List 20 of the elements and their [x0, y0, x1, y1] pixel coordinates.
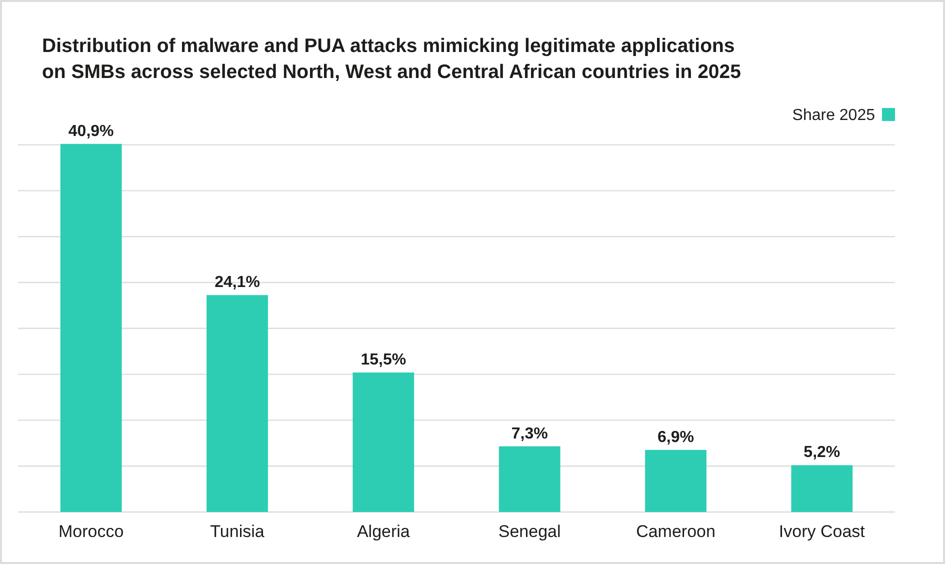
data-label: 7,3%	[511, 425, 548, 442]
legend-label: Share 2025	[792, 107, 876, 124]
data-label: 15,5%	[360, 352, 406, 368]
data-label: 40,9%	[68, 122, 114, 140]
bar	[60, 144, 122, 512]
x-tick-label: Algeria	[356, 522, 410, 541]
x-tick-label: Cameroon	[636, 522, 716, 541]
data-label: 24,1%	[214, 274, 260, 292]
bar	[352, 372, 414, 512]
bar	[498, 446, 560, 512]
chart-title: Distribution of malware and PUA attacks mimicking legitimate applications on SMBs across selected North, West and Central African countries in 2025	[42, 35, 742, 83]
x-tick-label: Ivory Coast	[778, 522, 866, 541]
x-tick-label: Senegal	[498, 522, 561, 541]
x-tick-label: Tunisia	[210, 522, 265, 541]
data-label: 5,2%	[804, 444, 840, 462]
bar	[791, 465, 853, 512]
data-label: 6,9%	[658, 428, 694, 446]
bar	[206, 295, 268, 512]
bar	[645, 450, 706, 512]
x-tick-label: Morocco	[58, 522, 124, 541]
